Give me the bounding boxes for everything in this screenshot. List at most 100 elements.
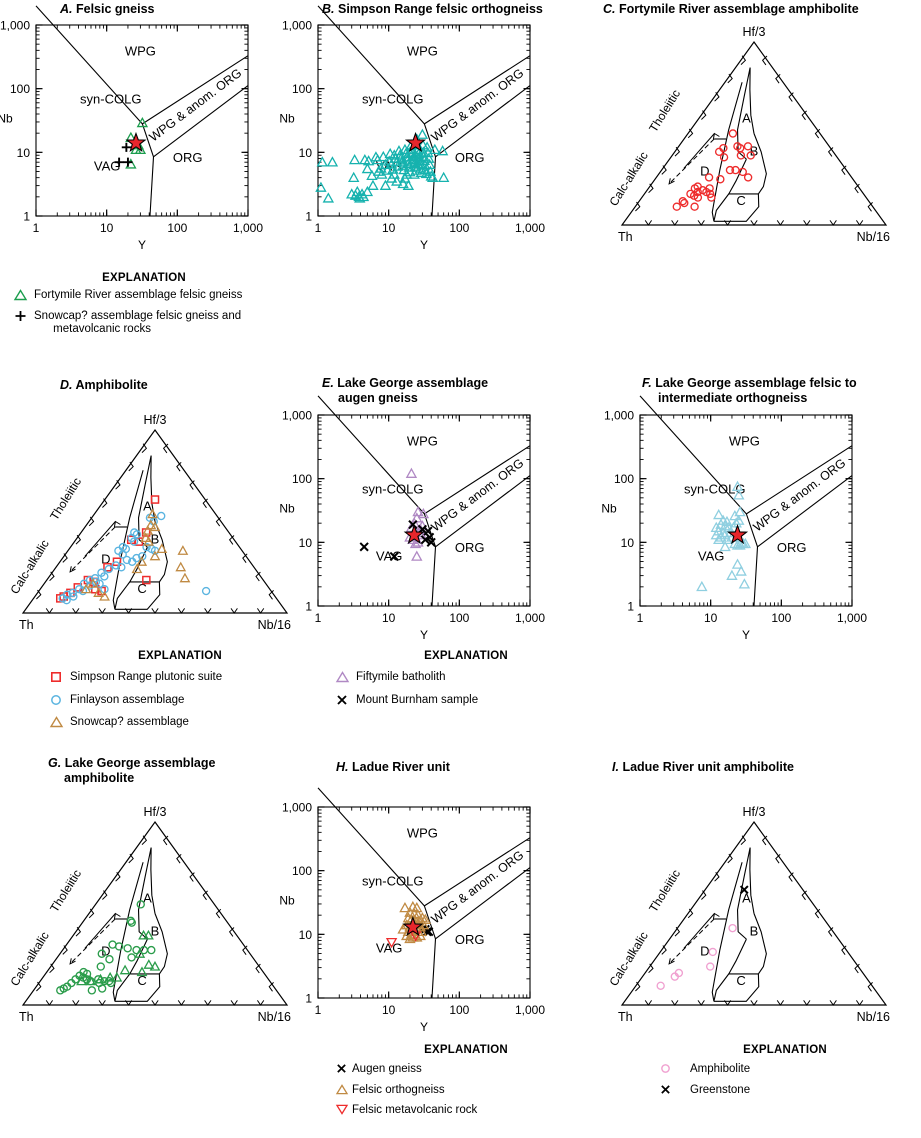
panel-C-title: C. Fortymile River assemblage amphibolit…	[603, 2, 859, 17]
panel-D: D. Amphibolite	[60, 378, 148, 393]
legend-item: Finlayson assemblage	[50, 694, 300, 708]
data-series	[656, 885, 749, 990]
data-point-triangle	[385, 172, 398, 183]
data-point-star	[402, 915, 424, 937]
data-point-circle	[118, 550, 127, 559]
ternary-apex-label: Hf/3	[743, 805, 766, 819]
data-point-cross	[420, 535, 430, 545]
series	[402, 915, 424, 937]
x-tick-label: 1,000	[515, 221, 545, 235]
legend-label: Greenstone	[690, 1083, 751, 1096]
panel-F-letter: F.	[642, 376, 652, 390]
y-tick-label: 100	[292, 472, 312, 486]
x-tick-label: 1	[315, 221, 322, 235]
field-label-c: C	[736, 973, 745, 988]
data-point-triangle	[348, 153, 361, 165]
data-point-triangle	[420, 167, 432, 179]
legend-item: Fortymile River assemblage felsic gneiss	[13, 289, 284, 303]
legend-item: Simpson Range plutonic suite	[50, 671, 300, 685]
data-point-circle	[68, 588, 77, 598]
legend-item: Fiftymile batholith	[335, 671, 586, 685]
data-point-triangle	[412, 158, 424, 169]
data-point-triangle	[119, 964, 131, 975]
y-axis-label: Nb	[279, 112, 295, 126]
data-point-triangle	[372, 153, 384, 165]
data-point-circle	[122, 555, 132, 565]
legend-triangle-icon	[335, 671, 356, 683]
data-point-triangle	[379, 179, 392, 190]
ternary-left-label: Th	[618, 230, 633, 244]
data-point-triangle	[85, 975, 97, 986]
data-point-plus	[121, 142, 131, 152]
panel-B-title-text: Simpson Range felsic orthogneiss	[337, 2, 543, 16]
field-label-c: C	[736, 193, 745, 208]
legend-label: Snowcap? assemblage	[70, 716, 189, 728]
data-point-star	[125, 131, 147, 153]
trend-arrows	[69, 912, 121, 965]
data-point-triangle	[721, 533, 733, 545]
explanation-H-heading: EXPLANATION	[424, 1044, 508, 1056]
data-point-triangle	[143, 959, 155, 969]
panel-D-title: D. Amphibolite	[60, 378, 148, 393]
data-point-circle	[705, 189, 715, 199]
field-label-b: B	[151, 923, 160, 938]
panel-C: C. Fortymile River assemblage amphibolit…	[603, 2, 859, 17]
ternary-right-label: Nb/16	[857, 1010, 890, 1024]
ternary-ticks	[36, 835, 274, 1006]
series	[80, 508, 191, 601]
ternary-diagram: Hf/3 Th Nb/16 Tholeiitic Calc-alkalic A B C D	[7, 413, 291, 632]
explanation-D-heading: EXPLANATION	[138, 650, 222, 662]
panel-C-title-text: Fortymile River assemblage amphibolite	[618, 2, 859, 16]
data-point-triangle	[95, 973, 106, 984]
field-label-syncolg: syn-COLG	[362, 874, 423, 889]
plot-frame	[639, 414, 853, 607]
axis-ticks	[317, 414, 531, 607]
data-series	[315, 128, 450, 203]
field-label-vag: VAG	[698, 548, 725, 563]
y-axis-label: Nb	[0, 112, 13, 126]
data-point-triangle	[326, 156, 339, 167]
panel-F-plot: 1 1 10 10 100 100 1,000 1,000 Y Nb WPG syn-COLG VAG O…	[601, 395, 884, 653]
data-point-triangle	[408, 168, 420, 179]
x-tick-label: 100	[449, 611, 469, 625]
axis-ticks	[35, 24, 249, 217]
y-axis-label: Nb	[601, 502, 617, 516]
pearce-plot-B: 1110101001001,0001,000YNbWPGsyn-COLGVAGO…	[279, 5, 545, 252]
data-point-star	[404, 131, 427, 153]
data-point-triangle	[731, 558, 744, 569]
legend-label: Felsic orthogneiss	[352, 1083, 445, 1096]
field-boundaries	[639, 395, 853, 607]
data-point-square	[103, 562, 112, 572]
y-tick-label: 10	[621, 536, 635, 550]
data-point-circle	[690, 202, 699, 211]
data-point-triangle	[134, 948, 146, 958]
series	[739, 885, 749, 895]
panel-E-plot: 1 1 10 10 100 100 1,000 1,000 Y Nb WPG syn-COLG VAG O…	[279, 395, 562, 653]
data-point-triangle	[391, 175, 403, 186]
data-point-circle	[743, 142, 753, 151]
field-label-syncolg: syn-COLG	[362, 92, 423, 107]
data-point-triangle	[322, 192, 335, 203]
data-point-circle	[58, 594, 67, 603]
data-series	[114, 116, 149, 169]
data-point-circle	[97, 949, 106, 958]
panel-H-plot: 1 1 10 10 100 100 1,000 1,000 Y Nb WPG syn-COLG VAG O…	[279, 787, 562, 1045]
data-point-circle	[56, 986, 65, 995]
legend-label: Snowcap? assemblage felsic gneiss and me…	[34, 309, 242, 336]
data-point-triangle	[131, 563, 143, 574]
data-point-triangle	[436, 145, 449, 156]
field-label-a: A	[742, 891, 751, 906]
x-tick-label: 10	[100, 221, 114, 235]
calc-alkalic-label: Calc-alkalic	[7, 537, 51, 596]
field-boundaries	[317, 5, 531, 217]
data-point-triangle	[93, 587, 105, 597]
field-label-wpg-anom: WPG & anom. ORG	[429, 848, 527, 926]
pearce-plot-E: 11 10 10 100 100 1,000 1,000 Y Nb WPG syn-COLG VAG O…	[279, 395, 545, 642]
explanation-E-heading: EXPLANATION	[424, 650, 508, 662]
data-point-triangle	[715, 531, 727, 542]
panel-I-title: I. Ladue River unit amphibolite	[612, 760, 794, 775]
data-point-triangle	[409, 157, 421, 168]
ternary-field-boundaries	[711, 67, 767, 222]
data-point-plus	[114, 157, 124, 167]
data-point-triangle	[734, 506, 746, 517]
